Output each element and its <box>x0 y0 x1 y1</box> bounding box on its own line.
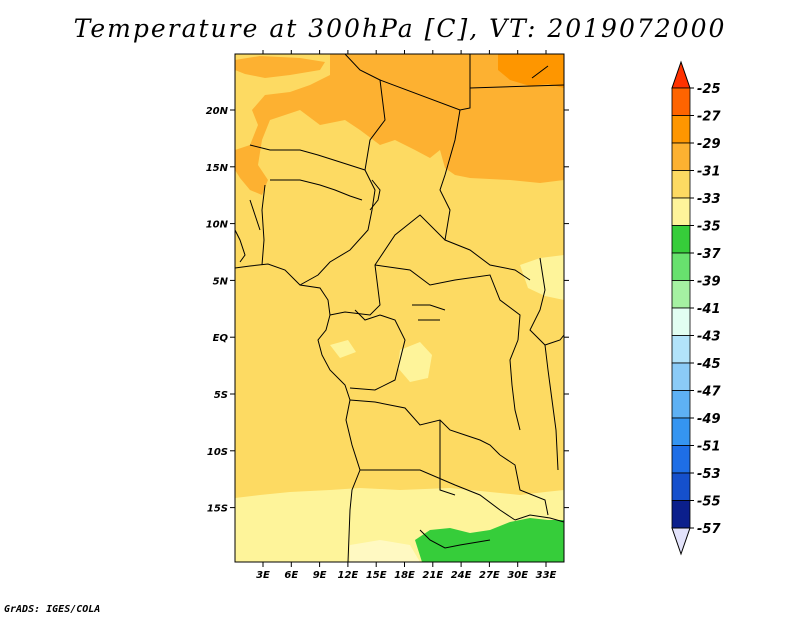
colorbar-swatch <box>671 115 691 144</box>
temp-region-north-warm <box>235 54 564 195</box>
lon-label: 18E <box>394 570 415 581</box>
colorbar-label: -41 <box>697 302 721 317</box>
colorbar-label: -55 <box>697 495 721 510</box>
colorbar-swatch <box>671 142 691 171</box>
colorbar-swatch <box>671 87 691 116</box>
lat-label: 10N <box>206 220 229 231</box>
lon-label: 21E <box>422 570 443 581</box>
colorbar-swatch <box>671 500 691 529</box>
axis-labels: 3E 6E 9E 12E 15E 18E 21E 24E 27E 30E 33E 20N 15N 10N 5… <box>206 106 557 581</box>
colorbar-label: -39 <box>697 275 721 290</box>
colorbar-label: -47 <box>697 385 721 400</box>
country-borders <box>235 54 564 562</box>
colorbar-swatch <box>671 362 691 391</box>
axis-ticks <box>230 50 569 567</box>
temp-region-central-cool <box>398 342 432 382</box>
lat-label: 10S <box>207 447 228 458</box>
colorbar-swatch <box>671 390 691 419</box>
lat-label: 15S <box>207 504 228 515</box>
lat-label: 5S <box>214 390 228 401</box>
colorbar-swatch <box>671 307 691 336</box>
lon-label: 9E <box>313 570 327 581</box>
colorbar-label: -45 <box>697 357 721 372</box>
lon-label: 30E <box>507 570 528 581</box>
grads-credit: GrADS: IGES/COLA <box>4 604 101 615</box>
temp-region-northeast-warmest <box>498 54 564 88</box>
lat-label: 15N <box>206 163 229 174</box>
colorbar-label: -49 <box>697 412 721 427</box>
colorbar-label: -51 <box>697 440 721 455</box>
colorbar-swatch <box>671 445 691 474</box>
colorbar-label: -57 <box>697 522 721 537</box>
colorbar-swatch <box>671 225 691 254</box>
colorbar-swatch <box>671 252 691 281</box>
lon-label: 27E <box>479 570 500 581</box>
lon-label: 3E <box>256 570 270 581</box>
colorbar: -25 -27 -29 -31 -33 -35 -37 -39 -41 -43 -45 -47 -49 -… <box>671 60 721 556</box>
colorbar-top-arrow <box>671 60 691 89</box>
colorbar-label: -43 <box>697 330 721 345</box>
temp-region-central-cool-2 <box>330 340 356 358</box>
colorbar-swatch <box>671 335 691 364</box>
colorbar-swatch <box>671 280 691 309</box>
lat-label: 5N <box>213 276 229 287</box>
colorbar-label: -31 <box>697 165 721 180</box>
colorbar-swatch <box>671 472 691 501</box>
colorbar-label: -37 <box>697 247 721 262</box>
colorbar-label: -27 <box>697 110 721 125</box>
colorbar-label: -53 <box>697 467 721 482</box>
map-title: Temperature at 300hPa [C], VT: 201907200… <box>73 14 727 43</box>
colorbar-label: -29 <box>697 137 721 152</box>
lon-label: 33E <box>536 570 557 581</box>
temp-region-south-pale <box>350 540 420 562</box>
colorbar-swatch <box>671 417 691 446</box>
lon-label: 12E <box>338 570 359 581</box>
lat-label: EQ <box>213 333 229 344</box>
lon-label: 15E <box>366 570 387 581</box>
lon-label: 6E <box>284 570 298 581</box>
map-field <box>235 54 564 562</box>
colorbar-label: -35 <box>697 220 721 235</box>
colorbar-swatch <box>671 197 691 226</box>
map-frame <box>234 53 565 563</box>
lon-label: 24E <box>451 570 472 581</box>
temp-region-west-warm <box>235 56 325 78</box>
colorbar-swatch <box>671 170 691 199</box>
colorbar-label: -25 <box>697 82 721 97</box>
temp-region-east-cool <box>520 255 564 300</box>
colorbar-bottom-arrow <box>671 527 691 556</box>
colorbar-label: -33 <box>697 192 721 207</box>
lat-label: 20N <box>206 106 229 117</box>
